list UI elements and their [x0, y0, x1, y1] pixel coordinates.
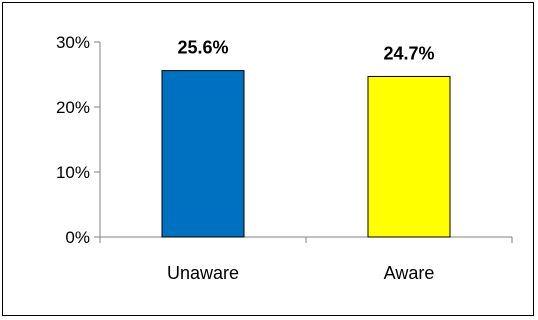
- y-tick-label-0: 0%: [65, 228, 90, 247]
- data-label-unaware: 25.6%: [177, 38, 228, 58]
- y-tick-label-1: 10%: [56, 163, 90, 182]
- data-label-aware: 24.7%: [383, 43, 434, 63]
- y-tick-label-3: 30%: [56, 33, 90, 52]
- bar-unaware: [161, 70, 245, 238]
- y-tick-label-2: 20%: [56, 98, 90, 117]
- category-label-unaware: Unaware: [167, 263, 239, 283]
- bar-aware: [367, 75, 451, 238]
- chart-bars: [161, 70, 451, 238]
- category-label-aware: Aware: [384, 263, 435, 283]
- chart-labels: 25.6% Unaware 24.7% Aware: [167, 38, 435, 283]
